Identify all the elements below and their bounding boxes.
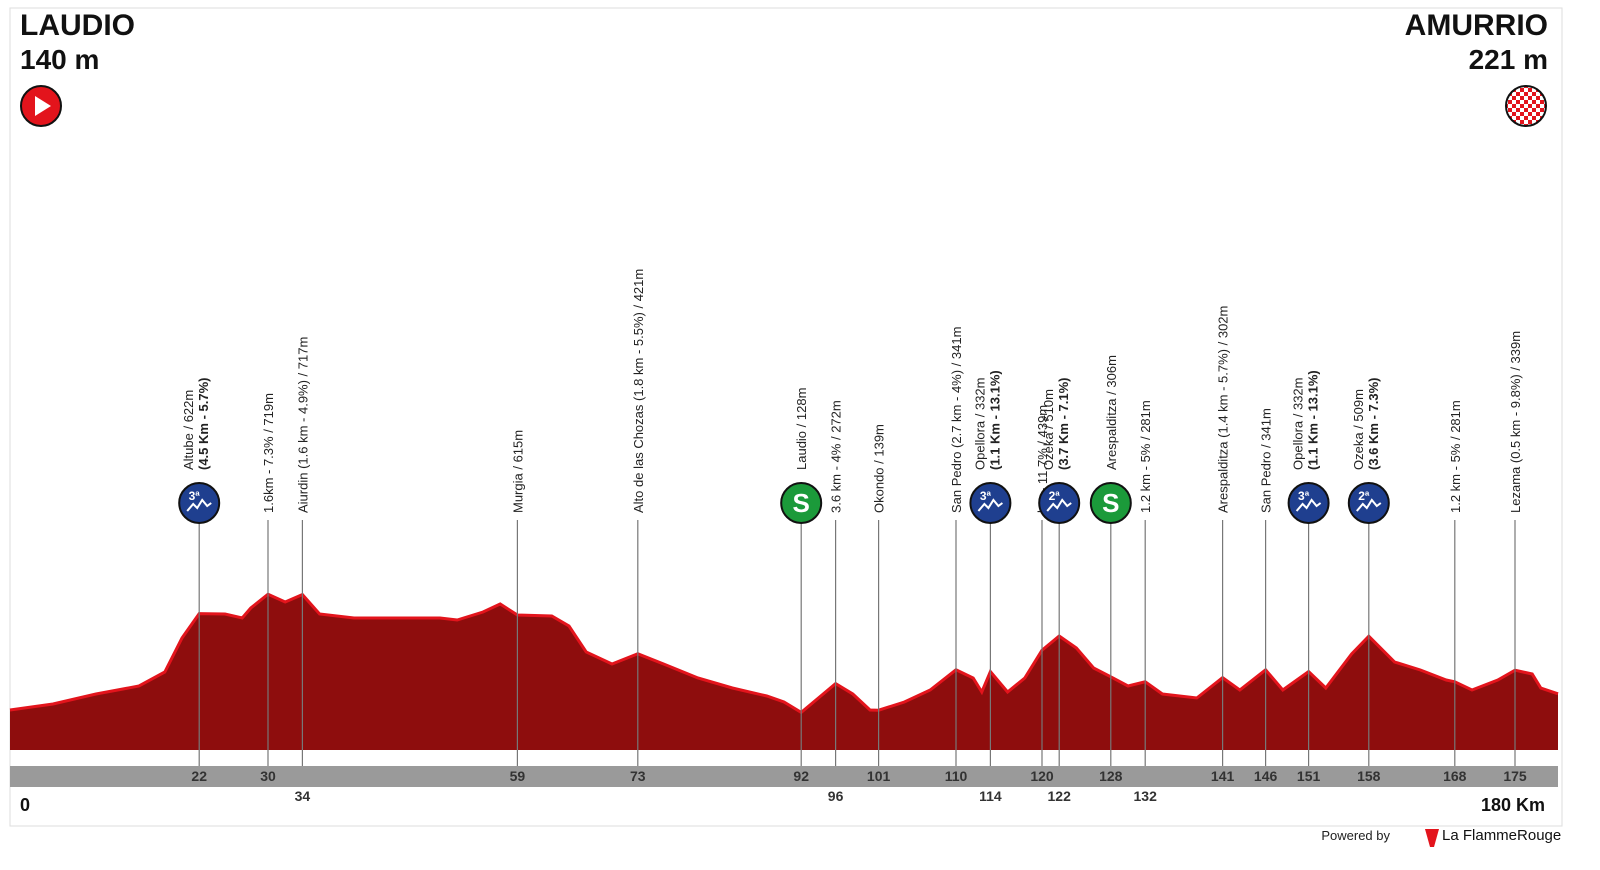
point-label: Laudio / 128m xyxy=(794,388,809,470)
point-label: San Pedro / 341m xyxy=(1259,408,1274,513)
km-label: 59 xyxy=(510,768,526,784)
km-label: 92 xyxy=(793,768,809,784)
point-label: San Pedro (2.7 km - 4%) / 341m xyxy=(949,327,964,513)
icon-circle xyxy=(1089,482,1132,524)
start-altitude: 140 m xyxy=(20,44,99,75)
km-label: 22 xyxy=(191,768,207,784)
icon-mountain xyxy=(1046,498,1072,512)
point-icon: 2ª xyxy=(1038,482,1081,524)
icon-text: 3ª xyxy=(189,489,201,503)
icon-text: S xyxy=(1102,488,1119,518)
point-label: Okondo / 139m xyxy=(872,424,887,513)
icon-circle xyxy=(780,482,823,524)
point-icon: S xyxy=(780,482,823,524)
km-label: 114 xyxy=(979,788,1002,804)
point-label: Altube / 622m xyxy=(181,390,196,470)
icon-mountain xyxy=(186,498,212,512)
point-icon: 3ª xyxy=(969,482,1012,524)
point-detail: (4.5 Km - 5.7%) xyxy=(196,378,211,470)
point-label: Ozeka / 509m xyxy=(1351,389,1366,470)
point-label: 1.2 km - 5% / 281m xyxy=(1138,400,1153,513)
profile-edge xyxy=(9,592,1559,715)
km-label: 132 xyxy=(1134,788,1158,804)
icon-mountain xyxy=(1295,498,1322,512)
km-bar xyxy=(10,766,1558,787)
finish-altitude: 221 m xyxy=(1469,44,1548,75)
icon-text: S xyxy=(793,488,810,518)
point-label: Murgia / 615m xyxy=(510,430,525,513)
point-icon: 3ª xyxy=(1287,482,1330,524)
km-label: 122 xyxy=(1048,788,1072,804)
finish-icon xyxy=(1505,85,1547,127)
point-label: Ozeka / 510m xyxy=(1041,389,1056,470)
start-name: LAUDIO xyxy=(20,9,135,42)
point-label: Aiurdin (1.6 km - 4.9%) / 717m xyxy=(295,337,310,513)
brand: La FlammeRouge xyxy=(1442,827,1561,844)
point-label: Alto de las Chozas (1.8 km - 5.5%) / 421… xyxy=(631,269,646,513)
point-label: Lezama (0.5 km - 9.8%) / 339m xyxy=(1508,331,1523,513)
icon-mountain xyxy=(977,498,1003,512)
icon-text: 3ª xyxy=(980,489,992,503)
point-label: Opellora / 332m xyxy=(972,378,987,471)
km-label: 158 xyxy=(1357,768,1381,784)
point-label: Arespalditza / 306m xyxy=(1104,355,1119,470)
finish-name: AMURRIO xyxy=(1405,9,1548,42)
km-label: 30 xyxy=(260,768,276,784)
point-icon: 3ª xyxy=(178,482,221,524)
km-label: 128 xyxy=(1099,768,1123,784)
km-label: 110 xyxy=(945,768,968,784)
icon-text: 2ª xyxy=(1358,489,1370,503)
point-label: Arespalditza (1.4 km - 5.7%) / 302m xyxy=(1216,306,1231,513)
point-detail: (3.7 Km - 7.1%) xyxy=(1056,378,1071,470)
point-label: 3.6 km - 4% / 272m xyxy=(829,400,844,513)
profile-area xyxy=(10,594,1558,750)
km-label: 73 xyxy=(630,768,646,784)
brand-logo xyxy=(1425,829,1439,847)
point-icon: 2ª xyxy=(1347,482,1390,524)
point-icon: S xyxy=(1089,482,1132,524)
km-label: 34 xyxy=(295,788,311,804)
km-label: 146 xyxy=(1254,768,1278,784)
km-label: 120 xyxy=(1030,768,1054,784)
x-tick-label: 0 xyxy=(20,795,30,815)
point-label: km - 11.7% / 439m xyxy=(1035,405,1050,513)
km-label: 101 xyxy=(867,768,891,784)
icon-text: 2ª xyxy=(1049,489,1061,503)
frame xyxy=(9,7,1563,827)
x-tick-label: 180 Km xyxy=(1481,795,1545,815)
point-label: 1.6km - 7.3% / 719m xyxy=(261,393,276,513)
icon-mountain xyxy=(1356,498,1382,512)
powered-by: Powered by xyxy=(1321,828,1390,843)
point-detail: (1.1 Km - 13.1%) xyxy=(1306,370,1321,470)
km-label: 168 xyxy=(1443,768,1467,784)
km-label: 141 xyxy=(1211,768,1235,784)
km-label: 175 xyxy=(1503,768,1527,784)
point-label: Opellora / 332m xyxy=(1291,378,1306,471)
point-detail: (3.6 Km - 7.3%) xyxy=(1366,378,1381,470)
km-label: 96 xyxy=(828,788,844,804)
icon-text: 3ª xyxy=(1298,489,1310,503)
point-detail: (1.1 Km - 13.1%) xyxy=(987,370,1002,470)
km-label: 151 xyxy=(1297,768,1321,784)
point-label: 1.2 km - 5% / 281m xyxy=(1448,400,1463,513)
start-icon xyxy=(20,85,62,127)
